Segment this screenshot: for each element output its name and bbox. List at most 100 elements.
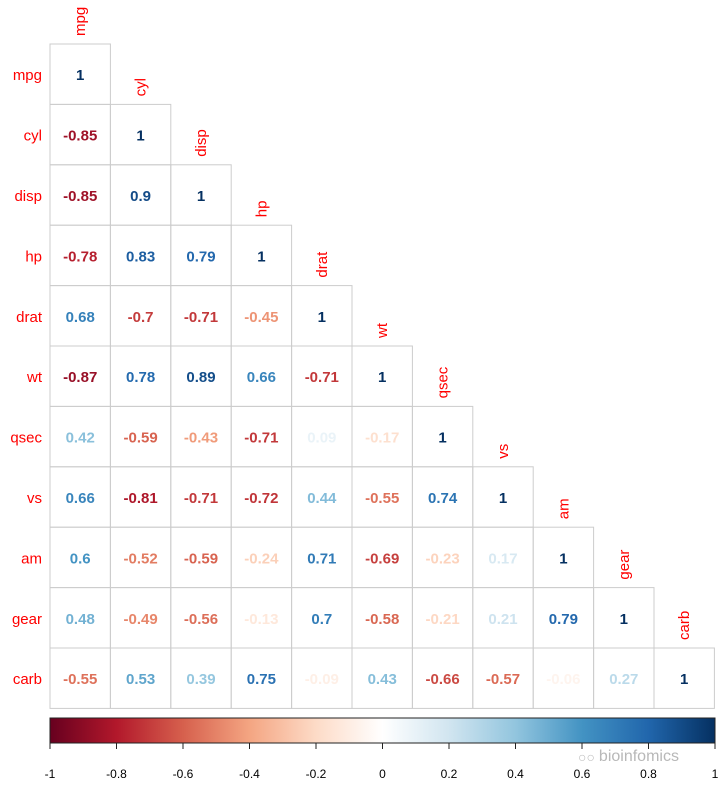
column-label: drat — [314, 251, 331, 278]
correlation-value: -0.09 — [305, 671, 339, 688]
row-label: wt — [26, 369, 43, 386]
correlation-value: 0.27 — [609, 671, 638, 688]
colorbar-tick-label: 1 — [712, 767, 719, 781]
column-label: carb — [676, 611, 693, 640]
correlation-value: 1 — [378, 369, 386, 386]
column-label: gear — [616, 550, 633, 580]
row-label: vs — [27, 490, 42, 507]
watermark-text: bioinfomics — [598, 748, 679, 765]
correlation-value: -0.17 — [365, 430, 399, 447]
correlation-value: 0.68 — [66, 309, 95, 326]
colorbar: -1 -0.8 -0.6 -0.4 -0.2 0 0.2 0.4 0.6 0.8 1 — [45, 717, 719, 781]
row-label: cyl — [24, 128, 42, 145]
column-label: hp — [253, 201, 270, 218]
grid-layer — [49, 43, 715, 709]
colorbar-tick-label: -0.2 — [306, 767, 327, 781]
correlation-value: 0.83 — [126, 248, 155, 265]
correlation-value: 0.43 — [368, 671, 397, 688]
colorbar-tick-label: 0.8 — [640, 767, 657, 781]
correlation-value: -0.59 — [184, 550, 218, 567]
correlation-value: 0.09 — [307, 430, 336, 447]
correlation-value: -0.43 — [184, 430, 218, 447]
correlation-value: -0.59 — [123, 430, 157, 447]
row-label: carb — [13, 671, 42, 688]
row-labels: mpg cyl disp hp drat wt qsec vs am gear carb — [10, 67, 43, 688]
column-label: disp — [193, 129, 210, 157]
colorbar-gradient — [49, 717, 716, 744]
correlation-value: 1 — [620, 611, 628, 628]
cell-layer: 1 -0.85 1 -0.85 0.9 1 -0.78 0.83 0.79 1 0.68 -0.7 -0… — [63, 67, 688, 688]
column-label: mpg — [72, 7, 89, 36]
correlation-value: -0.66 — [425, 671, 459, 688]
correlation-value: -0.71 — [305, 369, 339, 386]
correlation-value: 0.74 — [428, 490, 458, 507]
colorbar-tick-label: 0.6 — [574, 767, 591, 781]
correlation-value: 0.79 — [186, 248, 215, 265]
correlation-value: 1 — [136, 128, 144, 145]
correlation-value: -0.71 — [184, 309, 218, 326]
grid-cell — [653, 647, 715, 709]
correlation-value: 0.71 — [307, 550, 336, 567]
column-label: am — [555, 498, 572, 519]
correlation-value: -0.69 — [365, 550, 399, 567]
correlation-value: -0.85 — [63, 188, 97, 205]
correlation-value: -0.45 — [244, 309, 278, 326]
correlation-value: 1 — [318, 309, 326, 326]
correlation-value: -0.57 — [486, 671, 520, 688]
correlation-value: 0.39 — [186, 671, 215, 688]
correlation-value: 0.89 — [186, 369, 215, 386]
colorbar-tick-label: 0 — [379, 767, 386, 781]
watermark: ○○ bioinfomics — [578, 748, 679, 766]
correlation-value: 0.7 — [311, 611, 332, 628]
correlation-value: 0.9 — [130, 188, 151, 205]
correlation-value: -0.71 — [184, 490, 218, 507]
column-label: wt — [374, 322, 391, 339]
correlation-value: -0.21 — [425, 611, 459, 628]
correlation-value: -0.78 — [63, 248, 97, 265]
colorbar-tick-label: -1 — [45, 767, 56, 781]
column-label: cyl — [133, 78, 150, 96]
correlation-value: -0.52 — [123, 550, 157, 567]
row-label: qsec — [10, 430, 42, 447]
correlation-value: 0.78 — [126, 369, 155, 386]
colorbar-tick-label: 0.2 — [441, 767, 458, 781]
correlation-value: 0.66 — [247, 369, 276, 386]
correlation-value: -0.58 — [365, 611, 399, 628]
correlation-value: 0.79 — [549, 611, 578, 628]
correlation-value: 0.21 — [488, 611, 517, 628]
correlation-value: -0.06 — [546, 671, 580, 688]
row-label: disp — [14, 188, 42, 205]
correlation-value: -0.81 — [123, 490, 157, 507]
colorbar-tick-label: -0.4 — [239, 767, 260, 781]
correlation-value: 1 — [438, 430, 446, 447]
column-label: qsec — [435, 366, 452, 398]
correlation-value: -0.23 — [425, 550, 459, 567]
row-label: am — [21, 550, 42, 567]
correlation-value: 1 — [559, 550, 567, 567]
row-label: gear — [12, 611, 42, 628]
correlation-value: 1 — [257, 248, 265, 265]
row-label: mpg — [13, 67, 42, 84]
correlation-value: -0.85 — [63, 128, 97, 145]
column-labels: mpg cyl disp hp drat wt qsec vs am gear carb — [72, 7, 693, 640]
correlation-value: -0.87 — [63, 369, 97, 386]
correlation-value: 0.17 — [488, 550, 517, 567]
column-label: vs — [495, 444, 512, 459]
correlation-value: 0.44 — [307, 490, 337, 507]
correlation-value: 0.42 — [66, 430, 95, 447]
wechat-bubble-icon: ○○ — [578, 749, 595, 765]
correlation-value: -0.7 — [128, 309, 154, 326]
correlation-value: -0.55 — [365, 490, 399, 507]
colorbar-tick-label: -0.6 — [173, 767, 194, 781]
correlation-value: -0.13 — [244, 611, 278, 628]
correlation-value: -0.55 — [63, 671, 97, 688]
correlation-value: -0.56 — [184, 611, 218, 628]
colorbar-tick-label: -0.8 — [106, 767, 127, 781]
correlation-value: 1 — [76, 67, 84, 84]
correlation-value: 0.53 — [126, 671, 155, 688]
correlation-value: 0.48 — [66, 611, 95, 628]
correlation-value: 1 — [680, 671, 688, 688]
correlation-value: -0.72 — [244, 490, 278, 507]
correlation-value: 1 — [499, 490, 507, 507]
